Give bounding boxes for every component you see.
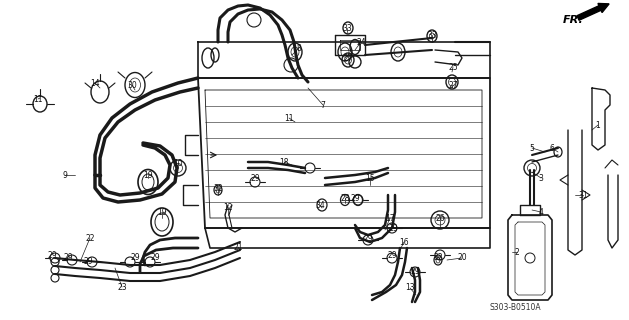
Text: S303-B0510A: S303-B0510A [490, 303, 542, 313]
Text: 13: 13 [405, 284, 415, 292]
Text: 24: 24 [356, 37, 366, 46]
Text: 29: 29 [410, 268, 420, 276]
Text: 29: 29 [363, 234, 373, 243]
Text: 23: 23 [117, 283, 127, 292]
Text: 27: 27 [343, 53, 353, 62]
Text: 29: 29 [63, 253, 73, 262]
Text: 28: 28 [340, 194, 350, 203]
Text: 4: 4 [538, 207, 543, 217]
Text: 14: 14 [90, 78, 100, 87]
Text: 29: 29 [47, 251, 57, 260]
Text: 32: 32 [213, 183, 223, 193]
Text: 7: 7 [321, 100, 325, 109]
Text: 6: 6 [550, 143, 554, 153]
Text: 10: 10 [173, 158, 183, 167]
Text: 26: 26 [435, 213, 445, 222]
Text: 11: 11 [33, 94, 43, 103]
Text: FR.: FR. [563, 15, 584, 25]
Text: 29: 29 [150, 253, 160, 262]
Text: 29: 29 [350, 194, 360, 203]
Text: 25: 25 [448, 62, 458, 71]
Text: 22: 22 [86, 234, 95, 243]
Text: 2: 2 [515, 247, 520, 257]
Text: 9: 9 [62, 171, 67, 180]
Text: 5: 5 [530, 143, 535, 153]
Text: 30: 30 [127, 81, 137, 90]
Text: 17: 17 [385, 213, 395, 222]
Text: 29: 29 [250, 173, 260, 182]
Text: 11: 11 [284, 114, 294, 123]
Text: 21: 21 [233, 243, 243, 252]
Text: 12: 12 [223, 203, 233, 212]
Text: 1: 1 [596, 121, 600, 130]
Text: 32: 32 [433, 253, 443, 262]
Text: 29: 29 [83, 258, 93, 267]
Text: 20: 20 [457, 253, 467, 262]
Text: 3: 3 [538, 173, 543, 182]
Text: 19: 19 [157, 207, 167, 217]
Text: 8: 8 [297, 44, 301, 52]
Text: 27: 27 [448, 81, 458, 90]
Text: 29: 29 [130, 253, 140, 262]
Text: 16: 16 [399, 237, 409, 246]
Text: 33: 33 [427, 30, 437, 39]
Text: 19: 19 [143, 171, 153, 180]
FancyArrow shape [577, 4, 609, 20]
Text: 31: 31 [578, 190, 588, 199]
Text: 33: 33 [342, 23, 352, 33]
Text: 29: 29 [388, 223, 398, 233]
Text: 34: 34 [315, 201, 325, 210]
Text: 18: 18 [279, 157, 289, 166]
Text: 29: 29 [387, 251, 397, 260]
Text: 15: 15 [365, 173, 375, 182]
